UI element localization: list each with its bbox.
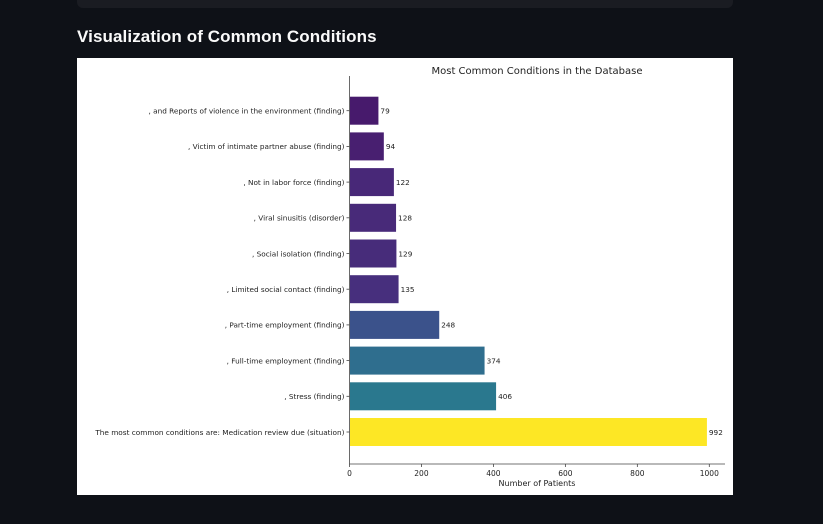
bar — [350, 203, 397, 232]
category-label: The most common conditions are: Medicati… — [94, 428, 344, 437]
category-label: , Full-time employment (finding) — [227, 356, 345, 365]
x-tick-label: 600 — [558, 469, 573, 478]
category-label: , Viral sinusitis (disorder) — [254, 214, 345, 223]
value-label: 79 — [380, 107, 390, 116]
bar — [350, 96, 379, 125]
category-label: , Part-time employment (finding) — [225, 321, 345, 330]
x-axis-label: Number of Patients — [499, 479, 576, 488]
x-tick-label: 200 — [414, 469, 429, 478]
bar — [350, 418, 707, 446]
bar — [350, 382, 497, 411]
value-label: 128 — [398, 214, 412, 223]
bar — [350, 346, 485, 375]
category-label: , and Reports of violence in the environ… — [148, 107, 344, 116]
x-tick-label: 1000 — [700, 469, 719, 478]
category-label: , Limited social contact (finding) — [227, 285, 345, 294]
x-tick-label: 800 — [630, 469, 645, 478]
bar — [350, 275, 399, 304]
value-label: 992 — [709, 428, 723, 437]
value-label: 94 — [386, 142, 396, 151]
chart-title: Most Common Conditions in the Database — [432, 66, 643, 77]
category-label: , Not in labor force (finding) — [243, 178, 344, 187]
bar — [350, 239, 397, 268]
previous-card — [77, 0, 733, 8]
value-label: 374 — [487, 356, 501, 365]
value-label: 135 — [401, 285, 415, 294]
category-label: , Victim of intimate partner abuse (find… — [188, 142, 345, 151]
chart-panel: Most Common Conditions in the Database N… — [77, 58, 733, 495]
bar-chart: Most Common Conditions in the Database N… — [94, 66, 725, 488]
value-label: 248 — [441, 321, 455, 330]
value-label: 406 — [498, 392, 512, 401]
category-label: , Stress (finding) — [284, 392, 344, 401]
section-title: Visualization of Common Conditions — [77, 27, 377, 46]
bar — [350, 310, 440, 339]
value-label: 129 — [398, 249, 412, 258]
value-label: 122 — [396, 178, 410, 187]
bar — [350, 132, 384, 161]
x-tick-label: 0 — [347, 469, 352, 478]
category-label: , Social isolation (finding) — [252, 249, 345, 258]
plot-area: 0 200 400 600 800 1000 The most common conditi… — [94, 76, 725, 478]
bar — [350, 168, 394, 197]
x-tick-label: 400 — [486, 469, 501, 478]
